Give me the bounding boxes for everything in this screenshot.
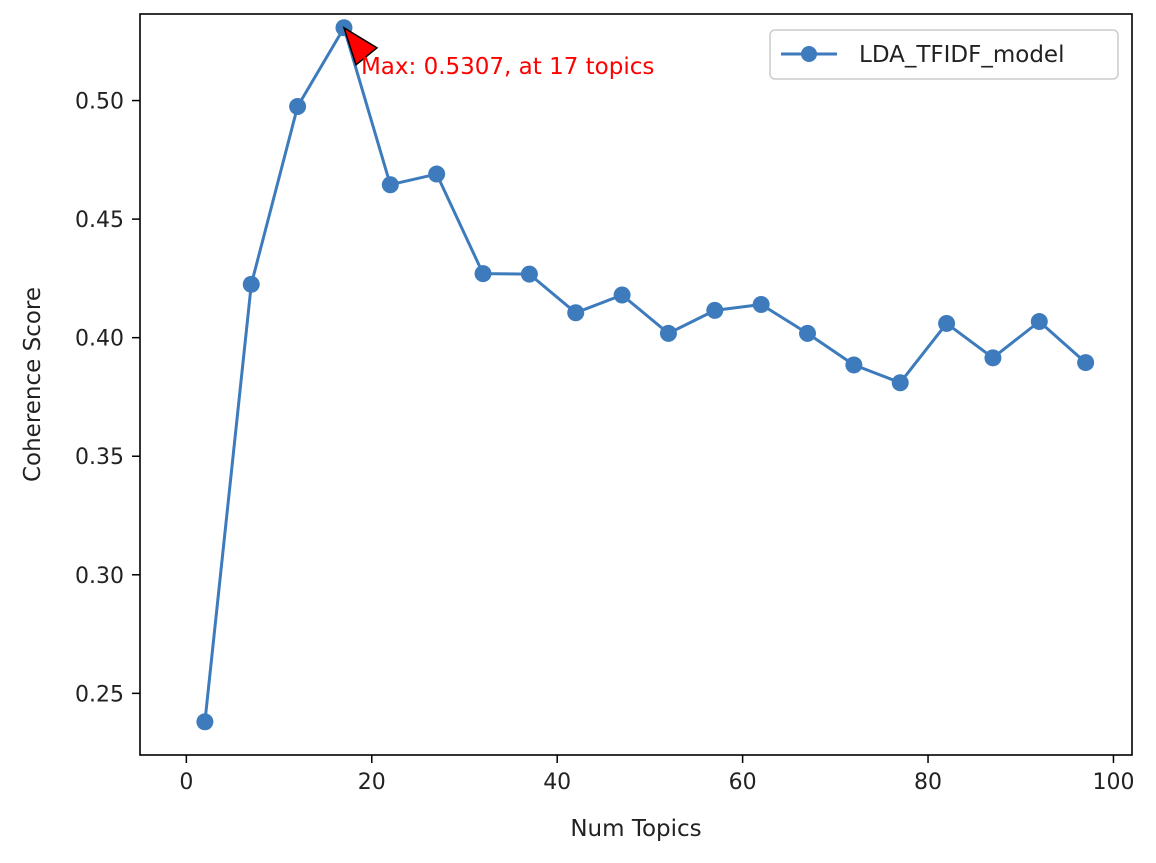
data-point [1077, 354, 1095, 372]
data-point [428, 165, 446, 183]
x-tick-label: 80 [914, 770, 942, 795]
data-point [196, 713, 214, 731]
data-point [659, 324, 677, 342]
x-tick-label: 0 [179, 770, 193, 795]
y-axis-label: Coherence Score [20, 287, 46, 482]
legend-entry: LDA_TFIDF_model [859, 42, 1064, 68]
annotation-text: Max: 0.5307, at 17 topics [361, 54, 654, 80]
data-point [289, 97, 307, 115]
y-tick-label: 0.40 [75, 327, 124, 352]
data-point [845, 356, 863, 374]
x-tick-label: 60 [729, 770, 757, 795]
legend-marker-icon [801, 46, 817, 62]
y-tick-label: 0.50 [75, 90, 124, 115]
data-point [799, 324, 817, 342]
data-point [520, 265, 538, 283]
data-point [938, 314, 956, 332]
data-point [242, 275, 260, 293]
x-tick-label: 40 [543, 770, 571, 795]
annotation: Max: 0.5307, at 17 topics [342, 26, 654, 80]
plot-frame [139, 13, 1133, 756]
data-point [381, 176, 399, 194]
x-axis-label: Num Topics [570, 816, 701, 842]
data-point [613, 286, 631, 304]
ticks: 0 20 40 60 80 100 0.25 0.30 0.35 0.40 0.45 0.50 [75, 90, 1134, 795]
x-tick-label: 20 [358, 770, 386, 795]
data-point [752, 295, 770, 313]
y-tick-label: 0.25 [75, 682, 124, 707]
y-tick-label: 0.30 [75, 564, 124, 589]
legend-box [769, 29, 1119, 80]
y-tick-label: 0.45 [75, 208, 124, 233]
data-point [474, 265, 492, 283]
data-point [891, 374, 909, 392]
annotation-arrow-icon [342, 26, 379, 67]
x-tick-label: 100 [1092, 770, 1134, 795]
data-point [567, 304, 585, 322]
data-point [984, 349, 1002, 367]
data-point [706, 301, 724, 319]
y-tick-label: 0.35 [75, 445, 124, 470]
data-point [1030, 313, 1048, 331]
legend: LDA_TFIDF_model [769, 29, 1119, 80]
